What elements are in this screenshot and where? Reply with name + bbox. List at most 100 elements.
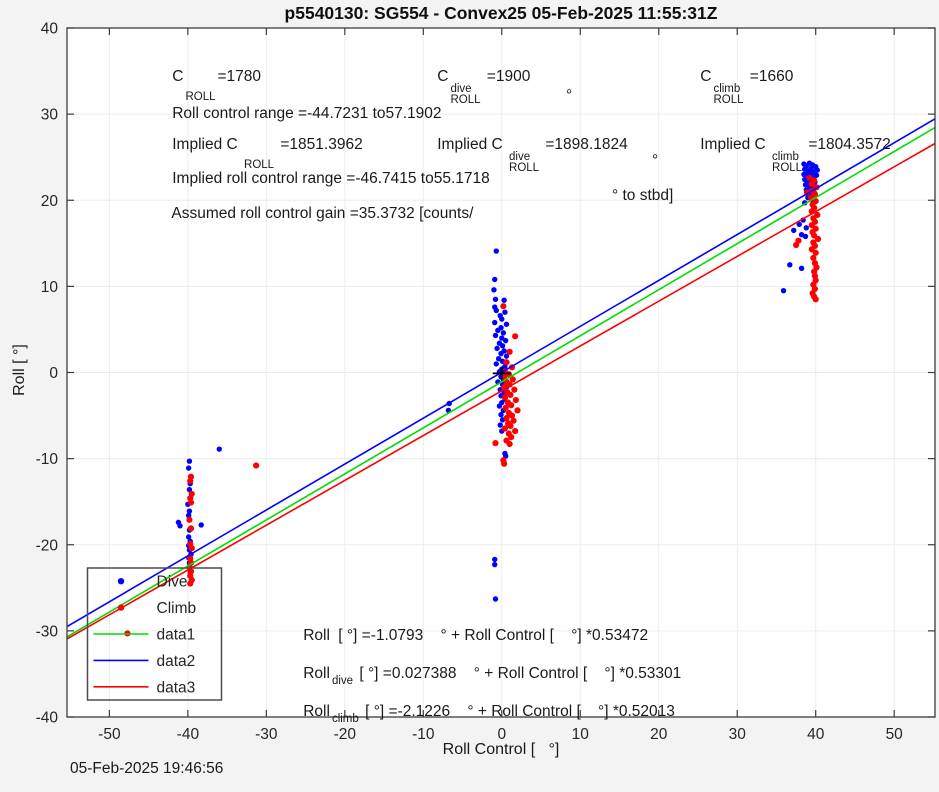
c-roll-climb-stack: climb ROLL [711,83,745,106]
data-point-climb [501,460,508,467]
implied-c-roll-pre: Implied C [172,136,243,153]
y-tick-label: -10 [36,451,59,468]
y-tick-label: -40 [36,710,59,727]
data-point-climb [808,180,815,187]
implied-c-roll-climb-pre: Implied C [700,136,771,153]
implied-c-roll-dive-sub: ROLL [509,162,540,174]
data-point-climb [501,394,509,401]
data-point-climb [814,235,822,243]
implied-range-text: Implied roll control range =-46.7415 to5… [172,170,490,187]
data-point-dive [499,335,505,341]
annotation-implied-c-roll: Implied C ROLL =1851.3962 [155,118,362,189]
equation-climb-pre: Roll [303,703,330,720]
x-tick-label: 0 [497,726,506,743]
data-point-dive [503,453,509,459]
implied-c-roll-climb-stack: climb ROLL [770,151,804,174]
data-point-climb [792,241,800,249]
data-point-climb [508,433,515,441]
annotation-equation-all: Roll [ °] =-1.0793 ° + Roll Control [ °]… [286,609,648,667]
data-point-dive [498,412,504,418]
data-point-dive [501,297,507,303]
c-roll-climb-value: =1660 [745,68,794,85]
data-point-climb [812,296,819,303]
data-point-dive [492,319,498,326]
equation-all-pre: Roll [303,627,330,644]
data-point-dive [177,523,183,529]
data-point-climb [509,376,516,383]
x-tick-label: 10 [572,726,590,743]
data-point-dive [493,307,499,314]
equation-dive-sub: dive [331,675,354,687]
data-point-climb [510,417,517,424]
implied-c-roll-dive-value: =1898.1824 [541,136,628,153]
data-point-dive [813,172,820,178]
data-point-climb [503,359,510,366]
y-tick-label: 30 [41,107,59,124]
data-point-dive [492,332,499,339]
x-tick-label: 40 [807,726,825,743]
implied-c-roll-dive-sup: dive [509,151,531,163]
x-tick-label: 30 [729,726,747,743]
x-tick-label: 50 [886,726,904,743]
x-axis-label: Roll Control [ °] [442,741,560,758]
x-tick-label: -40 [177,726,200,743]
data-point-dive [492,276,498,283]
data-point-climb [500,303,507,310]
c-roll-stack: ROLL [183,81,217,103]
annotation-equation-dive: Roll dive [ °] =0.027388 ° + Roll Control… [286,647,681,705]
data-point-climb [253,462,260,469]
data-point-climb [512,396,520,404]
data-point-climb [187,580,194,587]
implied-c-roll-climb-value: =1804.3572 [804,136,891,153]
annotation-c-roll: C ROLL =1780 [155,50,261,121]
legend-marker-climb [117,604,125,611]
implied-c-roll-climb-sub: ROLL [772,162,803,174]
annotation-implied-range: Implied roll control range =-46.7415 to5… [155,152,658,206]
equation-climb-rest: [ °] =-2.1226 ° + Roll Control [ °] *0.5… [360,703,675,720]
c-roll-dive-sub: ROLL [450,94,481,106]
legend-marker-dive [117,578,125,585]
data-point-dive [216,446,222,452]
c-roll-dive-value: =1900 [482,68,531,85]
data-point-dive [185,465,192,471]
implied-range-degree: ° [652,152,659,169]
implied-c-roll-sub: ROLL [244,159,275,171]
data-point-climb [492,440,499,447]
data-point-dive [493,248,499,254]
data-point-dive [186,508,193,514]
fit-line-data3 [66,142,936,640]
data-point-dive [503,337,509,344]
c-roll-sub: ROLL [185,91,216,103]
data-point-climb [187,477,194,485]
data-point-climb [512,333,519,340]
legend-label-data2: data2 [157,653,196,670]
data-point-dive [499,343,506,349]
annotation-roll-control-range: Roll control range =-44.7231 to57.1902 ° [155,87,572,141]
data-point-climb [507,391,514,398]
y-tick-label: 40 [41,21,59,38]
implied-c-roll-stack: ROLL [242,149,276,171]
data-point-dive [493,361,499,367]
y-tick-label: 10 [41,279,59,296]
legend-label-data1: data1 [157,627,196,644]
y-tick-label: -20 [36,537,59,554]
plot-title: p5540130: SG554 - Convex25 05-Feb-2025 1… [284,3,718,23]
legend-box [86,567,223,701]
data-point-dive [787,262,793,268]
data-point-dive [185,534,192,540]
data-point-climb [507,422,514,429]
c-roll-value: =1780 [217,68,262,85]
data-point-climb [187,499,195,506]
data-point-climb [512,427,519,435]
equation-climb-sub: climb [331,713,359,725]
implied-c-roll-climb-sup: climb [772,151,799,163]
equation-all-rest: [ °] =-1.0793 ° + Roll Control [ °] *0.5… [333,627,649,644]
data-point-dive [498,350,504,357]
c-roll-climb-sub: ROLL [713,94,744,106]
data-point-dive [492,296,499,302]
data-point-dive [502,309,508,315]
implied-c-roll-dive-pre: Implied C [437,136,508,153]
roll-control-range-text: Roll control range =-44.7231 to57.1902 [172,105,442,122]
